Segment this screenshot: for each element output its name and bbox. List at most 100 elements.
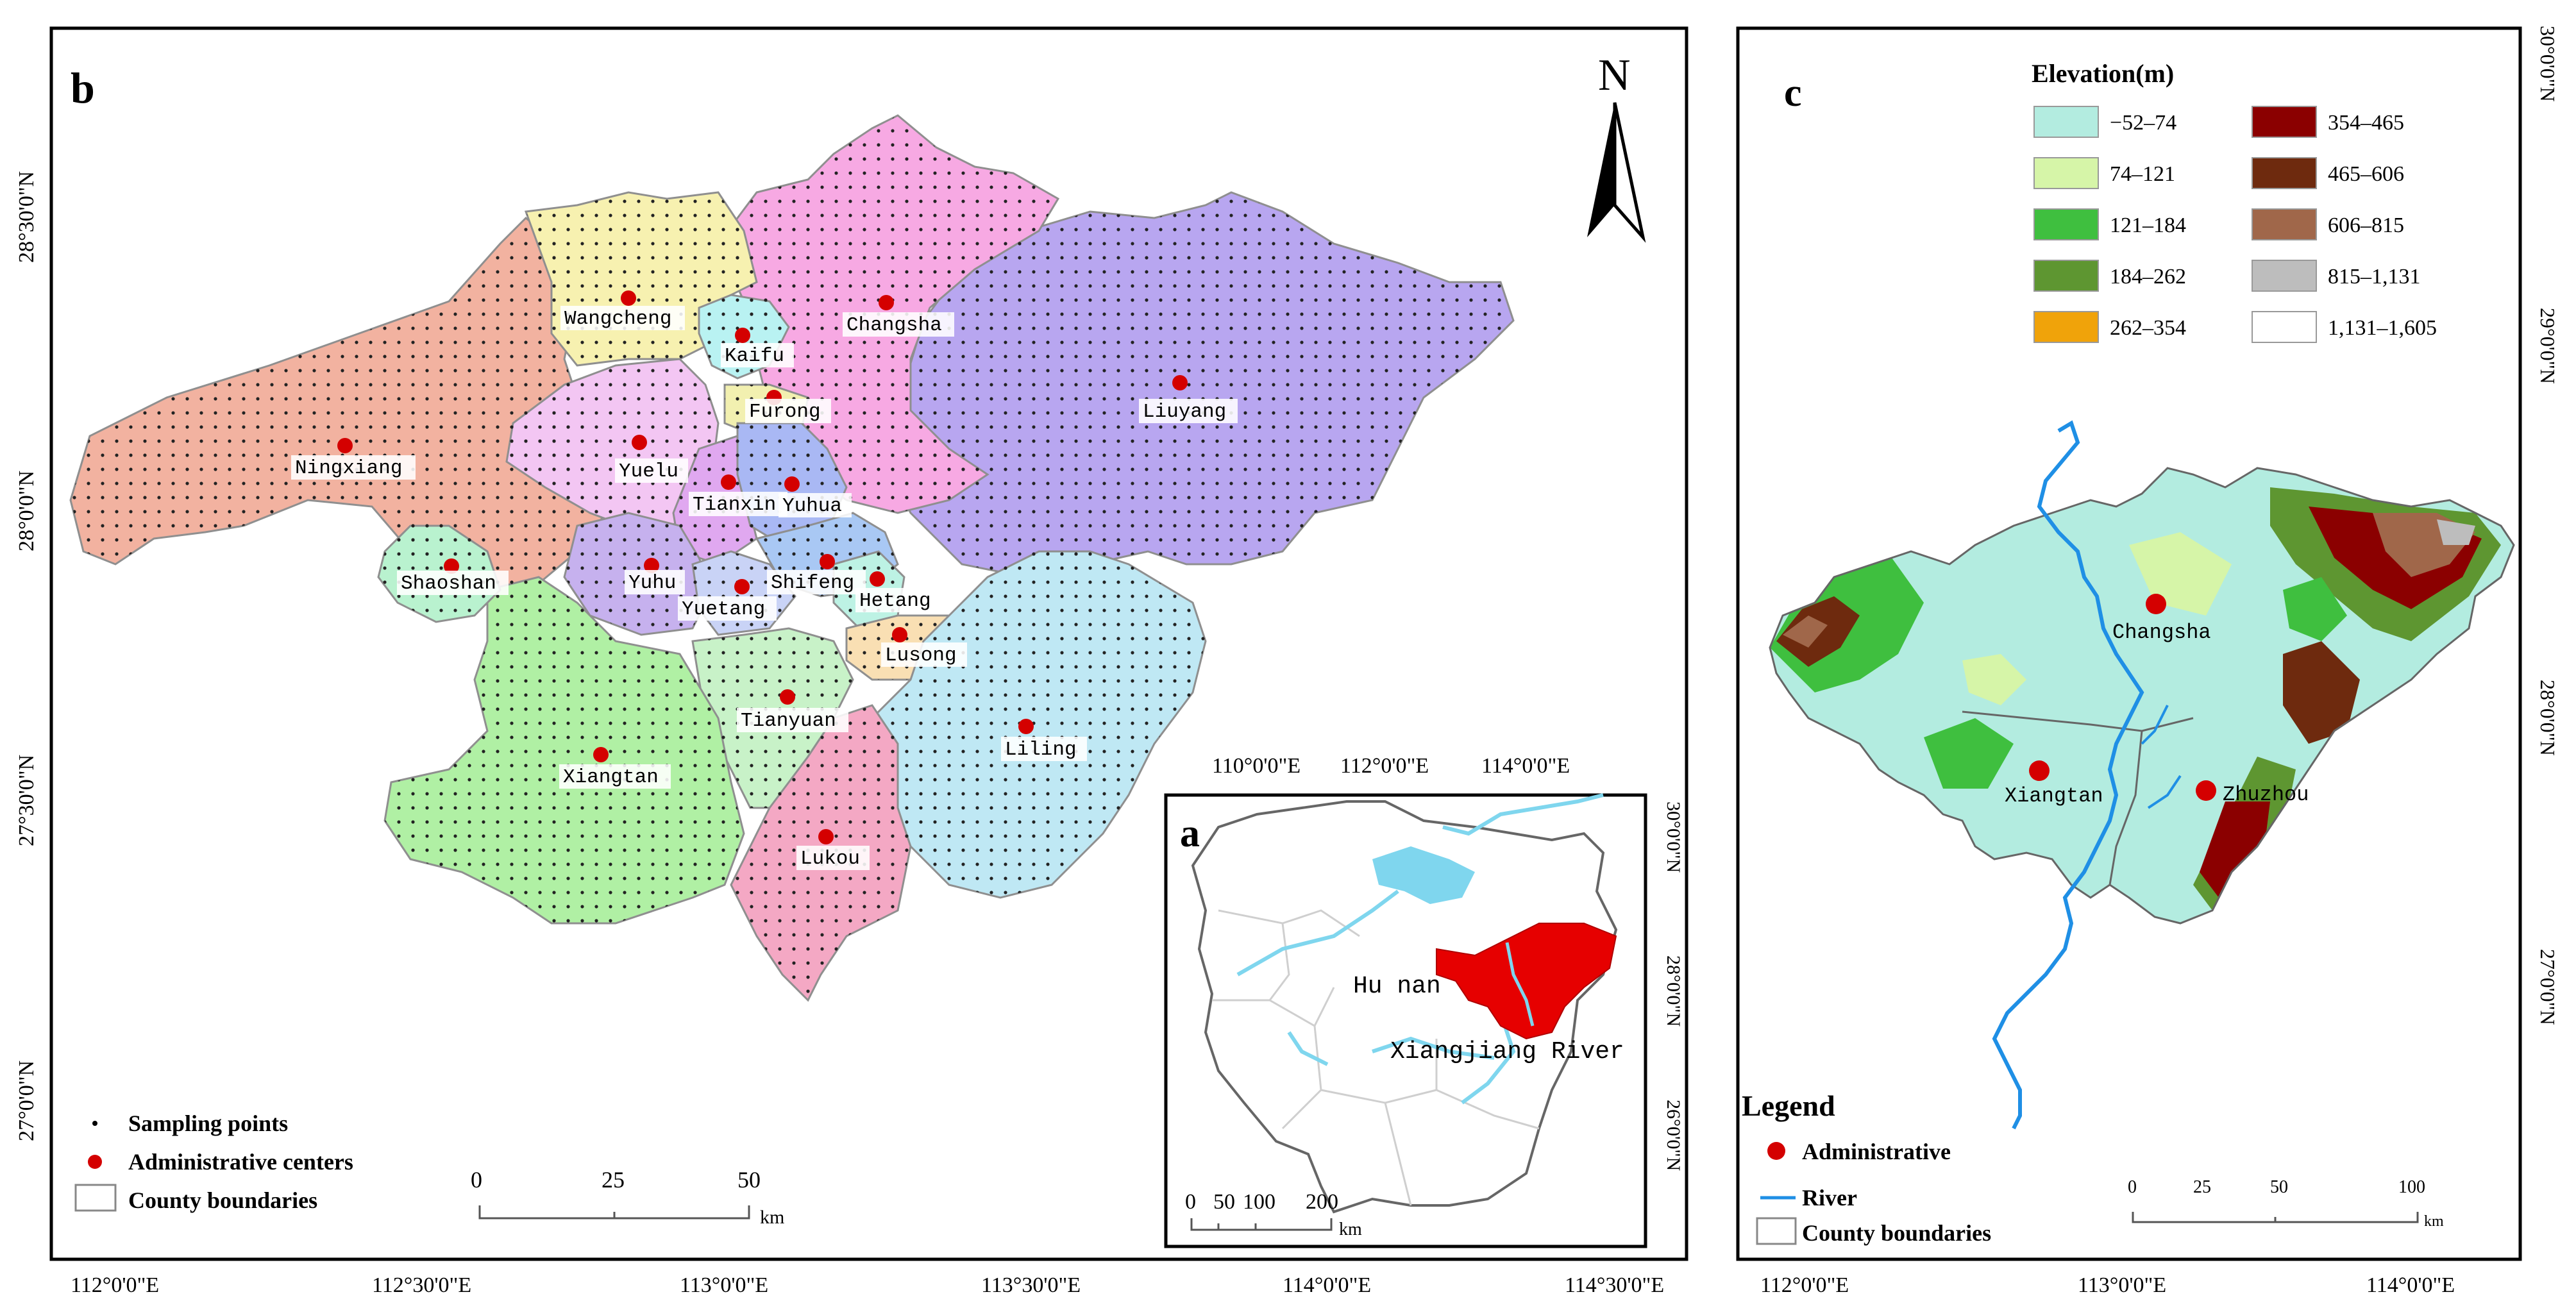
svg-text:114°0'0"E: 114°0'0"E <box>2366 1273 2455 1297</box>
admin-center-kaifu <box>735 328 750 343</box>
river-lines <box>1236 793 1604 1105</box>
admin-center-tianyuan <box>780 689 795 705</box>
elevation-label-0: −52–74 <box>2110 111 2176 135</box>
label-bg-shifeng <box>767 570 866 594</box>
label-bg-tianyuan <box>737 708 848 732</box>
district-label-changsha: Changsha <box>846 314 942 337</box>
sampling-dots-ningxiang <box>71 218 616 596</box>
district-label-wangcheng: Wangcheng <box>564 308 671 330</box>
elevation-label-4: 262–354 <box>2110 316 2186 340</box>
study-area-highlight <box>1436 923 1617 1040</box>
label-bg-liling <box>1001 737 1087 761</box>
label-bg-ningxiang <box>291 455 416 480</box>
label-bg-furong <box>745 399 831 423</box>
label-bg-yuhu <box>625 570 685 594</box>
sampling-point-symbol <box>92 1121 97 1126</box>
elevation-swatch-0 <box>2033 106 2099 138</box>
admin-center-changsha <box>879 295 894 310</box>
svg-text:114°0'0"E: 114°0'0"E <box>1481 754 1570 778</box>
admin-center-shaoshan <box>444 558 459 574</box>
elevation-label-3: 184–262 <box>2110 265 2186 289</box>
admin-center-xiangtan <box>593 747 609 762</box>
admin-center-symbol <box>88 1155 102 1169</box>
svg-text:km: km <box>2424 1213 2444 1230</box>
elevation-swatch-4 <box>2033 311 2099 343</box>
label-bg-yuelu <box>615 458 688 483</box>
label-bg-kaifu <box>721 343 794 367</box>
label-bg-lukou <box>796 846 870 870</box>
svg-text:N: N <box>1598 51 1631 100</box>
admin-center-tianxin <box>721 474 736 490</box>
label-bg-tianxin <box>689 492 787 516</box>
legend-county-c: County boundaries <box>1802 1220 1991 1246</box>
xiangjiang-river <box>1992 420 2144 1130</box>
district-label-yuhu: Yuhu <box>628 572 676 594</box>
svg-text:25: 25 <box>2193 1177 2211 1197</box>
district-label-yuhua: Yuhua <box>782 495 842 517</box>
city-label-zhuzhou: Zhuzhou <box>2223 783 2309 807</box>
city-marker-xiangtan <box>2029 760 2050 781</box>
district-label-yuetang: Yuetang <box>682 598 765 621</box>
svg-text:30°0'0"N: 30°0'0"N <box>2536 26 2559 102</box>
svg-text:0: 0 <box>1185 1190 1196 1214</box>
district-label-hetang: Hetang <box>859 590 931 612</box>
panel-b-scale-bar: 0 25 50 km <box>471 1167 784 1228</box>
label-bg-changsha <box>843 312 954 337</box>
elevation-swatch-2 <box>2033 208 2099 240</box>
city-boundaries <box>1962 710 2194 885</box>
elevation-swatch-1 <box>2033 157 2099 189</box>
legend-county: County boundaries <box>128 1187 317 1213</box>
elevation-label-6: 465–606 <box>2328 162 2404 186</box>
admin-center-shifeng <box>820 554 835 569</box>
district-label-lusong: Lusong <box>885 644 957 667</box>
district-label-lukou: Lukou <box>800 848 860 870</box>
admin-center-ningxiang <box>337 438 353 453</box>
svg-text:29°0'0"N: 29°0'0"N <box>2536 308 2559 384</box>
elevation-swatch-3 <box>2033 260 2099 292</box>
city-marker-changsha <box>2146 594 2166 614</box>
province-label: Hu nan <box>1353 973 1441 1000</box>
legend-admin: Administrative centers <box>128 1149 353 1175</box>
xiangjiang-in-study <box>1505 942 1535 1027</box>
admin-center-yuelu <box>632 435 647 450</box>
svg-text:200: 200 <box>1306 1190 1338 1214</box>
panel-b-letter: b <box>71 63 95 112</box>
svg-text:27°0'0"N: 27°0'0"N <box>2536 949 2559 1025</box>
elevation-swatch-8 <box>2252 260 2317 292</box>
city-label-xiangtan: Xiangtan <box>2005 784 2103 808</box>
admin-center-wangcheng <box>621 290 636 306</box>
district-label-liuyang: Liuyang <box>1143 401 1226 423</box>
elevation-label-9: 1,131–1,605 <box>2328 316 2437 340</box>
admin-center-yuetang <box>734 579 750 594</box>
elevation-label-5: 354–465 <box>2328 111 2404 135</box>
panel-b-legend: Sampling points Administrative centers C… <box>74 1111 353 1213</box>
svg-text:30°0'0"N: 30°0'0"N <box>1663 801 1684 873</box>
panel-a-lat-labels: 30°0'0"N 28°0'0"N 26°0'0"N <box>1663 801 1684 1171</box>
city-label-changsha: Changsha <box>2112 621 2211 644</box>
panel-a-letter: a <box>1180 812 1200 855</box>
admin-center-liuyang <box>1172 375 1188 390</box>
svg-text:112°0'0"E: 112°0'0"E <box>1760 1273 1849 1297</box>
legend-administrative: Administrative <box>1802 1139 1951 1164</box>
admin-center-lukou <box>818 829 834 844</box>
svg-text:50: 50 <box>2270 1177 2288 1197</box>
panel-b-lon-labels: 112°0'0"E 112°30'0"E 113°0'0"E 113°30'0"… <box>71 1273 1664 1297</box>
elevation-label-8: 815–1,131 <box>2328 265 2421 289</box>
svg-text:28°30'0"N: 28°30'0"N <box>15 171 38 263</box>
district-label-furong: Furong <box>749 401 821 423</box>
district-label-tianxin: Tianxin <box>693 494 776 516</box>
panel-c-scale-bar: 0 25 50 100 km <box>2128 1177 2444 1230</box>
panel-a: a 110°0'0"E 112°0'0"E 114°0'0"E 30°0'0"N… <box>1164 754 1684 1248</box>
svg-text:26°0'0"N: 26°0'0"N <box>1663 1100 1684 1171</box>
svg-text:110°0'0"E: 110°0'0"E <box>1212 754 1301 778</box>
district-label-shifeng: Shifeng <box>771 572 854 594</box>
panel-c-lat-labels: 30°0'0"N 29°0'0"N 28°0'0"N 27°0'0"N <box>2536 26 2559 1025</box>
legend-river: River <box>1802 1185 1857 1211</box>
district-label-tianyuan: Tianyuan <box>741 710 836 732</box>
district-label-xiangtan: Xiangtan <box>563 766 659 789</box>
label-bg-yuetang <box>678 596 777 621</box>
svg-text:112°0'0"E: 112°0'0"E <box>71 1273 159 1297</box>
svg-text:27°30'0"N: 27°30'0"N <box>15 755 38 846</box>
elevation-swatch-5 <box>2252 106 2317 138</box>
